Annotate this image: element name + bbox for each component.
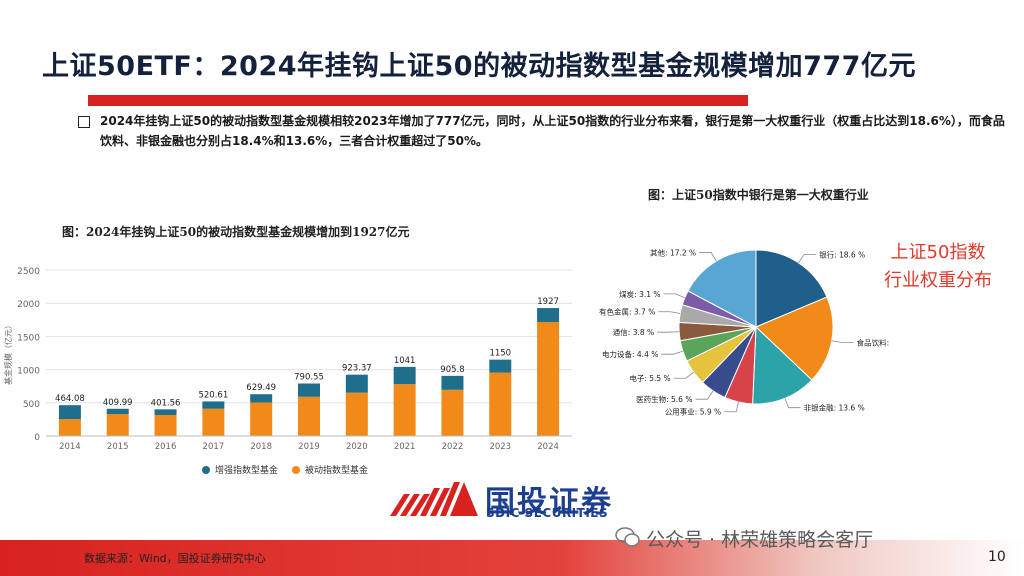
y-tick-label: 2500 bbox=[17, 267, 40, 277]
x-tick-label: 2016 bbox=[155, 442, 177, 452]
bar-total-label: 923.37 bbox=[342, 364, 372, 374]
bar-segment bbox=[393, 384, 416, 436]
pie-callout-line-2: 行业权重分布 bbox=[884, 270, 992, 291]
pie-slice-label: 银行: 18.6 % bbox=[819, 249, 865, 259]
bar-total-label: 629.49 bbox=[246, 383, 276, 393]
bar-segment bbox=[537, 308, 560, 322]
legend-label: 被动指数型基金 bbox=[305, 464, 368, 476]
pie-slice bbox=[755, 296, 834, 381]
x-tick-label: 2019 bbox=[298, 442, 320, 452]
x-tick-label: 2022 bbox=[442, 442, 464, 452]
y-tick-label: 0 bbox=[34, 433, 40, 443]
x-tick-label: 2014 bbox=[59, 442, 81, 452]
bar-segment bbox=[441, 375, 464, 390]
bar-total-label: 464.08 bbox=[55, 394, 85, 404]
pie-chart: 银行: 18.6 % 食品饮料: 18.4 % 非银金融: 13.6 % 公用事业: … bbox=[599, 247, 890, 417]
bar-total-label: 1041 bbox=[394, 356, 416, 366]
bullet-marker bbox=[78, 116, 90, 128]
title-underline bbox=[88, 95, 748, 106]
bar-segment bbox=[58, 419, 81, 436]
bar-total-label: 409.99 bbox=[103, 398, 133, 408]
pie-slice-label: 煤炭: 3.1 % bbox=[619, 289, 660, 299]
bar-segment bbox=[489, 359, 512, 373]
watermark-text: 公众号 · 林荣雄策略会客厅 bbox=[646, 529, 874, 551]
legend-marker bbox=[292, 466, 300, 474]
pie-slice-label: 电力设备: 4.4 % bbox=[602, 349, 658, 359]
y-tick-label: 1500 bbox=[17, 333, 40, 343]
pie-slice bbox=[752, 325, 813, 405]
data-source: 数据来源：Wind，国投证券研究中心 bbox=[84, 552, 266, 565]
x-tick-label: 2020 bbox=[346, 442, 368, 452]
bar-total-label: 1927 bbox=[537, 297, 559, 307]
y-tick-label: 500 bbox=[23, 400, 40, 410]
pie-leader-line bbox=[784, 398, 801, 409]
x-tick-label: 2017 bbox=[203, 442, 225, 452]
bar-total-label: 520.61 bbox=[198, 390, 228, 400]
legend-marker bbox=[202, 466, 210, 474]
bar-segment bbox=[393, 366, 416, 385]
bar-segment bbox=[489, 372, 512, 436]
pie-leader-line bbox=[699, 252, 717, 262]
bar-segment bbox=[202, 401, 225, 409]
pie-leader-line bbox=[657, 331, 680, 333]
x-tick-label: 2024 bbox=[537, 442, 559, 452]
sdic-logo-icon bbox=[390, 482, 478, 516]
pie-leader-line bbox=[661, 350, 683, 355]
bar-segment bbox=[298, 383, 320, 397]
pie-leader-line bbox=[658, 311, 681, 314]
wechat-icon bbox=[615, 527, 640, 547]
x-tick-label: 2015 bbox=[107, 442, 129, 452]
bar-chart: 0 500 1000 1500 2000 2500 基金规模（亿元） 464.08 2014 40… bbox=[3, 267, 572, 476]
pie-slice-label: 其他: 17.2 % bbox=[650, 247, 696, 257]
bar-total-label: 790.55 bbox=[294, 373, 324, 383]
pie-leader-line bbox=[798, 254, 817, 264]
pie-leader-line bbox=[663, 293, 685, 299]
bar-segment bbox=[154, 409, 177, 415]
bar-segment bbox=[154, 414, 177, 436]
footer-bar bbox=[0, 540, 1024, 576]
pie-slice-label: 有色金属: 3.7 % bbox=[599, 307, 655, 317]
bar-segment bbox=[298, 396, 320, 436]
slide-title: 上证50ETF：2024年挂钩上证50的被动指数型基金规模增加777亿元 bbox=[42, 51, 916, 82]
bar-chart-title: 图：2024年挂钩上证50的被动指数型基金规模增加到1927亿元 bbox=[62, 225, 410, 239]
y-tick-label: 1000 bbox=[17, 367, 40, 377]
x-tick-label: 2021 bbox=[394, 442, 416, 452]
pie-slice bbox=[755, 249, 828, 328]
x-tick-label: 2023 bbox=[489, 442, 511, 452]
bar-segment bbox=[537, 321, 560, 436]
pie-slice-label: 非银金融: 13.6 % bbox=[804, 403, 865, 413]
bar-segment bbox=[345, 392, 368, 436]
intro-text: 2024年挂钩上证50的被动指数型基金规模相较2023年增加了777亿元，同时，… bbox=[100, 114, 1005, 148]
bar-segment bbox=[106, 408, 129, 415]
pie-callout: 上证50指数 行业权重分布 bbox=[884, 239, 992, 295]
bar-segment bbox=[58, 405, 81, 420]
pie-leader-line bbox=[724, 401, 739, 413]
bar-segment bbox=[250, 394, 273, 403]
bar-total-label: 1150 bbox=[489, 349, 511, 359]
page-number: 10 bbox=[988, 549, 1006, 565]
bar-segment bbox=[250, 402, 273, 436]
logo-text-en: SDIC SECURITIES bbox=[486, 506, 609, 520]
bar-segment bbox=[441, 389, 464, 436]
legend-label: 增强指数型基金 bbox=[215, 464, 278, 476]
pie-slice-label: 公用事业: 5.9 % bbox=[665, 407, 721, 417]
x-tick-label: 2018 bbox=[250, 442, 272, 452]
pie-callout-line-1: 上证50指数 bbox=[890, 242, 986, 263]
pie-slice-label: 医药生物: 5.6 % bbox=[636, 394, 692, 404]
y-axis-label: 基金规模（亿元） bbox=[3, 321, 13, 385]
pie-slice-label: 电子: 5.5 % bbox=[629, 373, 670, 383]
bar-segment bbox=[106, 414, 129, 436]
logo-text-cn: 国投证券 bbox=[485, 485, 613, 520]
bar-segment bbox=[202, 408, 225, 436]
pie-leader-line bbox=[673, 372, 694, 379]
pie-slice-label: 通信: 3.8 % bbox=[613, 327, 654, 337]
bar-segment bbox=[345, 374, 368, 393]
bar-total-label: 905.8 bbox=[440, 365, 464, 375]
y-tick-label: 2000 bbox=[17, 300, 40, 310]
pie-leader-line bbox=[831, 340, 854, 343]
pie-leader-line bbox=[695, 390, 714, 400]
pie-chart-title: 图：上证50指数中银行是第一大权重行业 bbox=[648, 188, 869, 202]
bar-total-label: 401.56 bbox=[151, 398, 181, 408]
pie-slice-label: 食品饮料: 18.4 % bbox=[857, 338, 890, 348]
